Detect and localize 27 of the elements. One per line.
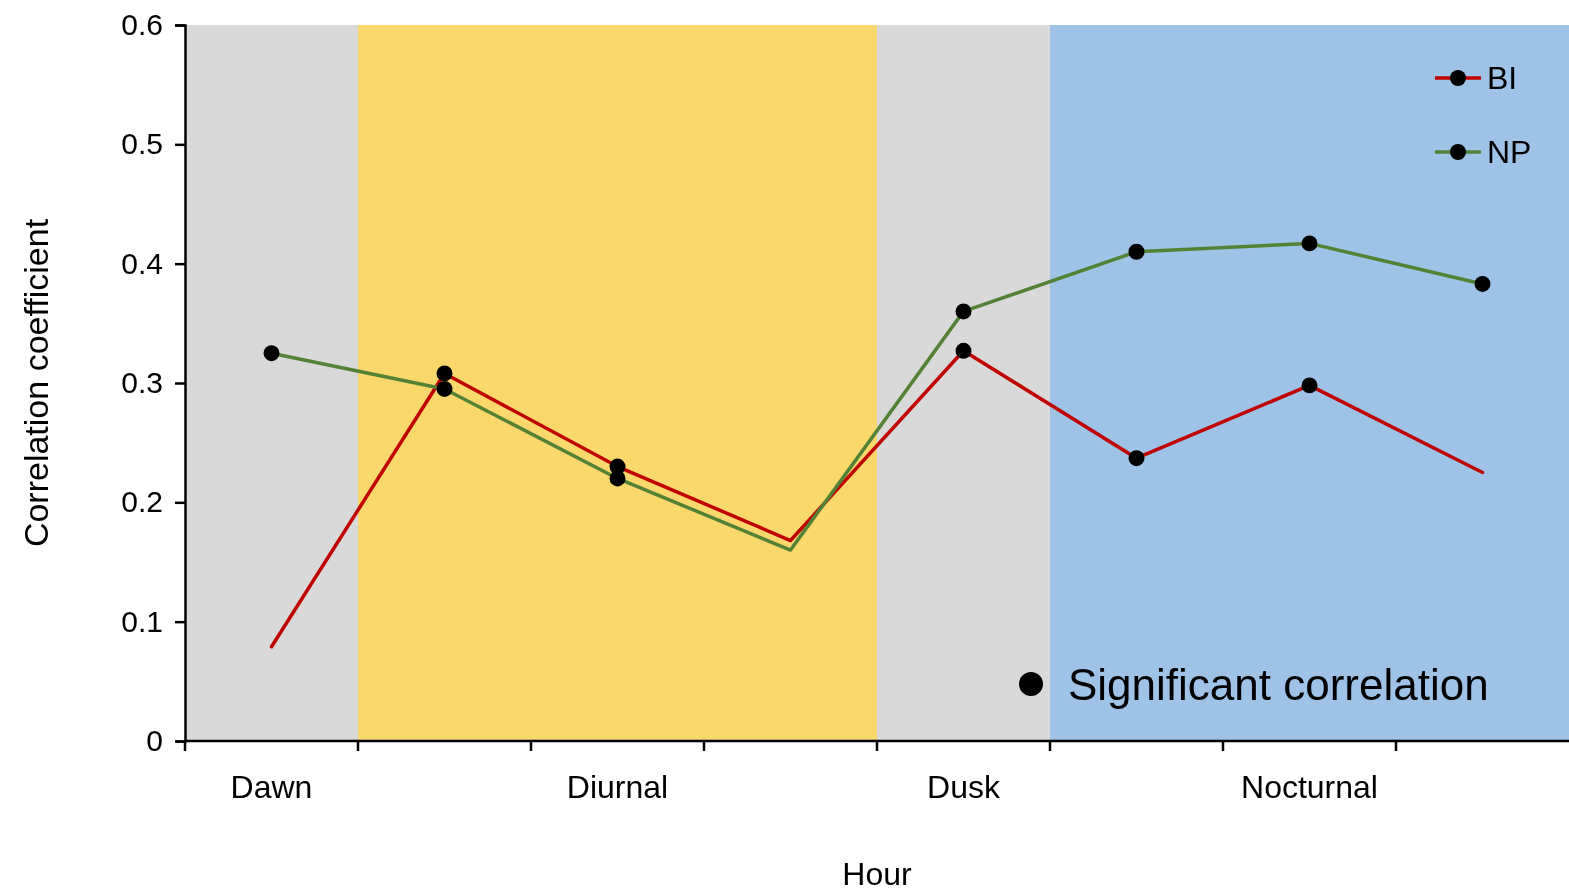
y-tick-label: 0.5: [121, 127, 163, 161]
y-tick-label: 0.4: [121, 246, 163, 280]
legend-label: BI: [1487, 60, 1518, 96]
point: [1301, 377, 1318, 394]
point: [1128, 450, 1145, 467]
point: [609, 470, 626, 487]
y-tick-label: 0.6: [121, 8, 163, 42]
y-tick-label: 0.1: [121, 604, 163, 638]
point: [1128, 243, 1145, 260]
point: [1474, 275, 1491, 292]
point: [955, 342, 972, 359]
y-tick-label: 0: [146, 724, 163, 758]
legend-label: NP: [1487, 134, 1532, 170]
y-tick-label: 0.3: [121, 366, 163, 400]
y-axis-title: Correlation coefficient: [17, 218, 55, 548]
point: [955, 303, 972, 320]
annotation: Significant correlation: [1068, 660, 1489, 709]
point: [436, 365, 453, 382]
point: [436, 381, 453, 397]
point: [1301, 235, 1318, 252]
y-tick-label: 0.2: [121, 485, 163, 519]
x-tick-label: Dusk: [927, 769, 1001, 805]
x-tick-label: Dawn: [230, 769, 313, 805]
point: [263, 345, 280, 362]
x-axis-title: Hour: [842, 856, 913, 892]
x-tick-label: Nocturnal: [1241, 769, 1378, 805]
x-tick-label: Diurnal: [566, 769, 669, 805]
